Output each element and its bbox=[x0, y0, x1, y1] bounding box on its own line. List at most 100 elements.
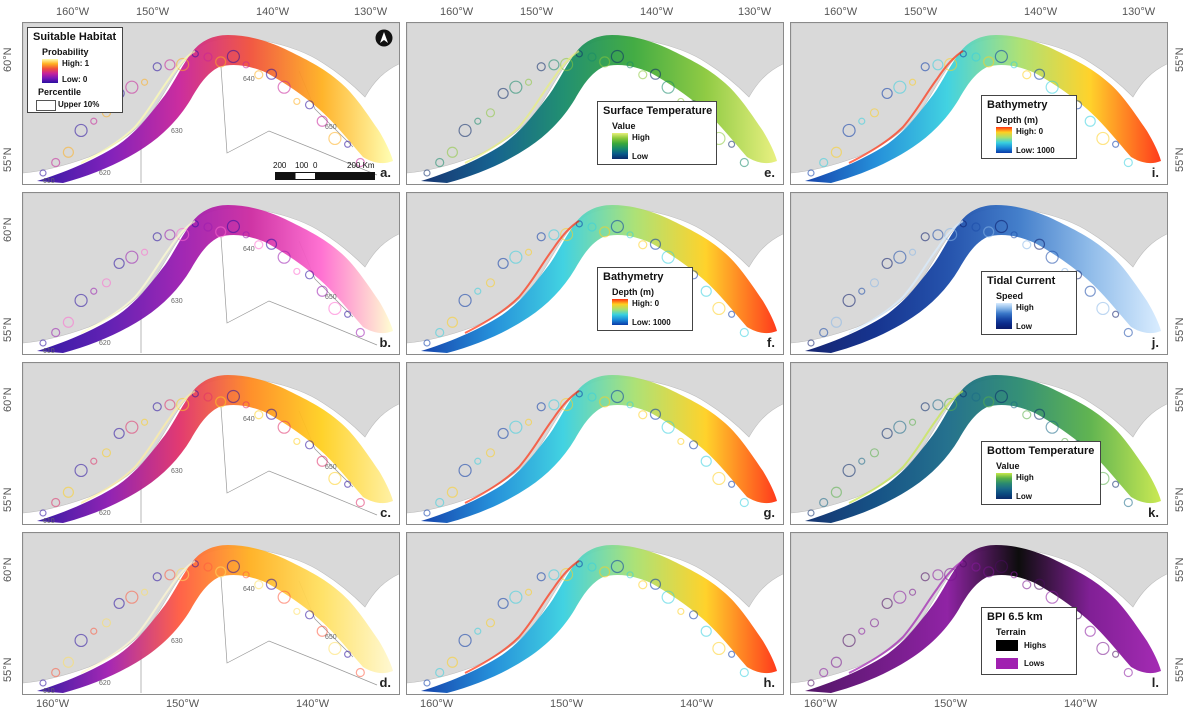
left-lat-label: 55°N bbox=[2, 317, 14, 342]
zone-label-620: 620 bbox=[99, 680, 111, 687]
zone-label-630: 630 bbox=[171, 128, 183, 135]
map-svg-k bbox=[791, 363, 1167, 523]
legend-l: BPI 6.5 km Terrain Highs Lows bbox=[981, 607, 1077, 675]
bottom-tick-label: 140°W bbox=[1064, 698, 1098, 710]
top-tick-label: 150°W bbox=[904, 6, 938, 18]
zone-label-640: 640 bbox=[243, 586, 255, 593]
map-panel-b: 610 620 630 640 650 b. bbox=[22, 192, 400, 355]
top-tick-label: 130°W bbox=[354, 6, 388, 18]
right-lat-label: 55°N bbox=[1174, 557, 1186, 582]
left-lat-label: 60°N bbox=[2, 47, 14, 72]
panel-letter-b: b. bbox=[379, 335, 391, 350]
zone-label-640: 640 bbox=[243, 246, 255, 253]
shelf-raster bbox=[37, 205, 393, 353]
bottom-tick-label: 150°W bbox=[550, 698, 584, 710]
legend-title: Bathymetry bbox=[603, 271, 664, 283]
map-svg-j bbox=[791, 193, 1167, 353]
bottom-tick-label: 150°W bbox=[166, 698, 200, 710]
left-lat-label: 60°N bbox=[2, 217, 14, 242]
legend-color-ramp bbox=[996, 127, 1012, 153]
raster-texture bbox=[39, 559, 365, 687]
map-panel-g: g. bbox=[406, 362, 784, 525]
raster-texture bbox=[423, 49, 749, 177]
raster-texture bbox=[423, 219, 749, 347]
legend-subtitle: Depth (m) bbox=[996, 115, 1038, 125]
zone-label-650: 650 bbox=[325, 464, 337, 471]
zone-label-650: 650 bbox=[325, 124, 337, 131]
legend-swatch-highs bbox=[996, 640, 1018, 651]
left-lat-label: 55°N bbox=[2, 487, 14, 512]
left-lat-label: 55°N bbox=[2, 657, 14, 682]
shelf-raster bbox=[421, 375, 777, 523]
panel-letter-d: d. bbox=[379, 675, 391, 690]
legend-subtitle: Depth (m) bbox=[612, 287, 654, 297]
zone-label-650: 650 bbox=[325, 634, 337, 641]
panel-letter-j: j. bbox=[1151, 335, 1159, 350]
legend-title: Suitable Habitat bbox=[33, 31, 117, 43]
map-panel-c: 610 620 630 640 650 c. bbox=[22, 362, 400, 525]
top-tick-label: 160°W bbox=[440, 6, 474, 18]
legend-subtitle: Value bbox=[612, 121, 636, 131]
shelf-raster bbox=[421, 205, 777, 353]
legend-k: Bottom Temperature Value High Low bbox=[981, 441, 1101, 505]
legend-color-ramp bbox=[612, 133, 628, 159]
zone-label-630: 630 bbox=[171, 298, 183, 305]
bottom-tick-label: 140°W bbox=[680, 698, 714, 710]
scale-bar: 200 100 0 200 Km bbox=[273, 161, 393, 183]
right-lat-label: 55°N bbox=[1174, 487, 1186, 512]
legend-subtitle: Value bbox=[996, 461, 1020, 471]
shelf-raster bbox=[805, 545, 1161, 693]
legend-high-label: High bbox=[1016, 303, 1034, 312]
shelf-raster bbox=[37, 375, 393, 523]
zone-label-630: 630 bbox=[171, 638, 183, 645]
bottom-tick-label: 140°W bbox=[296, 698, 330, 710]
map-panel-d: 610 620 630 640 650 d. bbox=[22, 532, 400, 695]
legend-high-label: High bbox=[632, 133, 650, 142]
legend-title: BPI 6.5 km bbox=[987, 611, 1043, 623]
shelf-raster bbox=[421, 545, 777, 693]
legend-high-label: High: 0 bbox=[632, 299, 660, 308]
panel-letter-k: k. bbox=[1148, 505, 1159, 520]
legend-high-label: High: 1 bbox=[62, 59, 90, 68]
right-lat-label: 55°N bbox=[1174, 387, 1186, 412]
map-svg-b: 610 620 630 640 650 bbox=[23, 193, 399, 355]
legend-title: Bottom Temperature bbox=[987, 445, 1095, 457]
legend-color-ramp bbox=[996, 303, 1012, 329]
map-panel-h: h. bbox=[406, 532, 784, 695]
map-panel-a: 610 620 630 640 650 a. Suitable Habitat Probabi… bbox=[22, 22, 400, 185]
raster-texture bbox=[39, 219, 365, 347]
legend-high-label: High bbox=[1016, 473, 1034, 482]
bottom-tick-label: 160°W bbox=[420, 698, 454, 710]
top-tick-label: 130°W bbox=[1122, 6, 1156, 18]
map-svg-h bbox=[407, 533, 783, 693]
legend-title: Tidal Current bbox=[987, 275, 1056, 287]
map-svg-e bbox=[407, 23, 783, 183]
raster-texture bbox=[39, 389, 365, 517]
top-tick-label: 140°W bbox=[256, 6, 290, 18]
map-svg-d: 610 620 630 640 650 bbox=[23, 533, 399, 694]
legend-a: Suitable Habitat Probability High: 1 Low: 0… bbox=[27, 27, 123, 113]
legend-color-ramp bbox=[42, 59, 58, 83]
left-lat-label: 60°N bbox=[2, 557, 14, 582]
map-svg-i bbox=[791, 23, 1167, 183]
right-lat-label: 55°N bbox=[1174, 317, 1186, 342]
right-lat-label: 55°N bbox=[1174, 147, 1186, 172]
legend-low-label: Lows bbox=[1024, 659, 1045, 668]
left-lat-label: 55°N bbox=[2, 147, 14, 172]
legend-low-label: Low: 0 bbox=[62, 75, 88, 84]
scale-bar-graphic bbox=[275, 172, 375, 180]
panel-letter-i: i. bbox=[1151, 165, 1159, 180]
zone-label-610: 610 bbox=[43, 178, 55, 185]
legend-swatch-lows bbox=[996, 658, 1018, 669]
scale-bar-tick: 200 bbox=[273, 161, 287, 170]
map-svg-g bbox=[407, 363, 783, 523]
legend-color-ramp bbox=[612, 299, 628, 325]
zone-label-650: 650 bbox=[325, 294, 337, 301]
top-tick-label: 140°W bbox=[640, 6, 674, 18]
zone-label-610: 610 bbox=[43, 348, 55, 355]
top-tick-label: 150°W bbox=[520, 6, 554, 18]
zone-label-630: 630 bbox=[171, 468, 183, 475]
map-svg-c: 610 620 630 640 650 bbox=[23, 363, 399, 524]
legend-percentile-swatch bbox=[36, 100, 56, 111]
legend-low-label: Low: 1000 bbox=[632, 318, 671, 327]
